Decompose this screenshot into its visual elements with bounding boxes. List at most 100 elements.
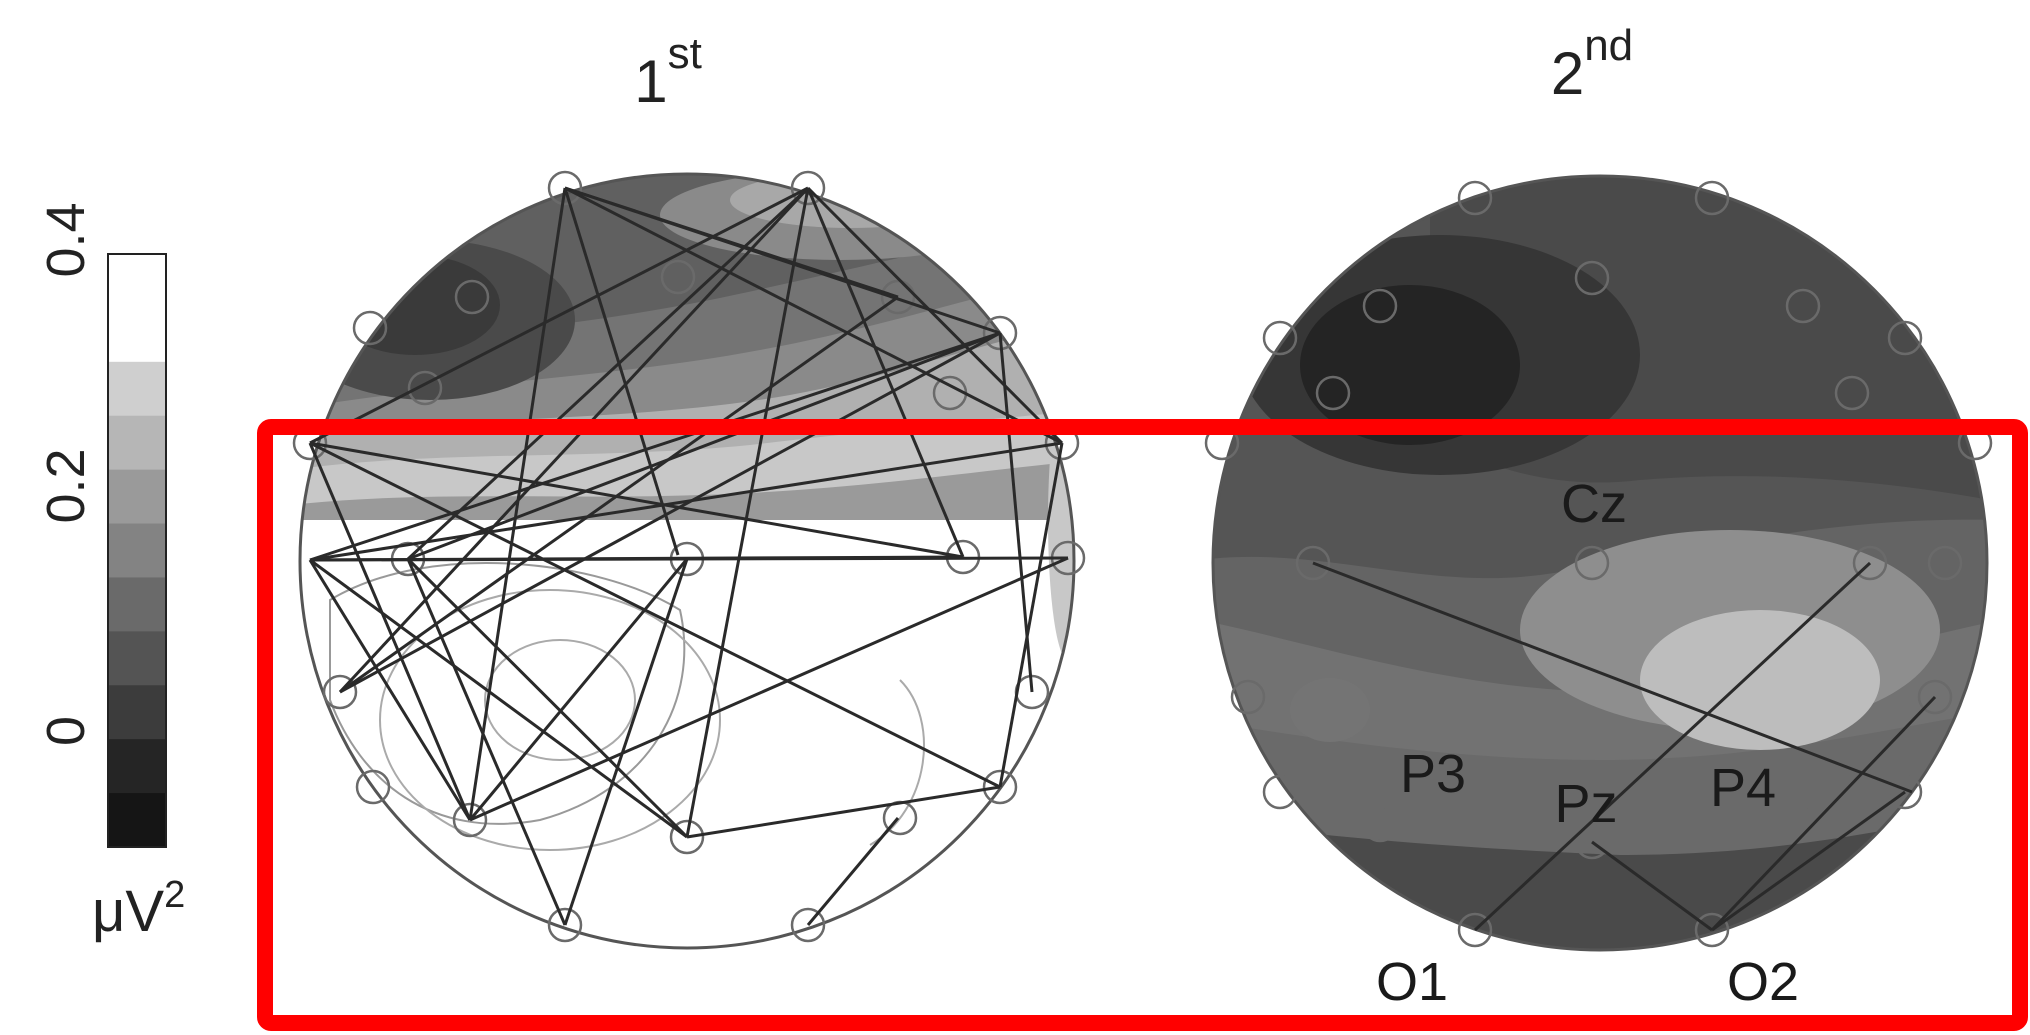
map-title-main: 1 [634,48,667,115]
electrode-marker [669,819,705,855]
colorbar-frame [107,253,167,848]
colorbar-band [108,523,166,578]
electrode-label-o2: O2 [1727,952,1799,1012]
electrode-marker [407,370,443,406]
electrode-marker [1887,774,1923,810]
connectivity-lines-second [1312,561,1937,932]
map-title-first: 1st [634,29,702,115]
electrode-label-p4: P4 [1710,758,1776,818]
map-title-superscript: nd [1584,21,1633,70]
connectivity-line [407,331,1001,561]
electrode-marker [355,769,391,805]
colorbar-band [108,307,166,363]
connectivity-line [339,331,1001,694]
connectivity-line [563,187,680,556]
colorbar-unit: μV2 [92,874,185,944]
map-title-superscript: st [668,29,702,78]
electrode-marker [1785,807,1821,843]
electrode-marker [1574,260,1610,296]
electrode-marker [547,907,583,943]
colorbar-band [108,415,166,471]
connectivity-line [309,441,1001,789]
connectivity-line [686,785,1001,839]
connectivity-line [309,556,1069,562]
map-title-main: 2 [1551,40,1584,107]
connectivity-line [406,186,810,561]
colorbar-band [108,361,166,417]
connectivity-line [806,187,965,558]
connectivity-line [309,331,1001,562]
electrode-label-cz: Cz [1561,474,1627,534]
connectivity-line [309,558,688,839]
colorbar-band [108,739,166,794]
electrode-marker [1315,375,1351,411]
connectivity-line [806,186,1064,445]
electrode-marker [660,259,696,295]
colorbar-band [108,577,166,632]
electrode-marker [1362,807,1398,843]
map-title-second: 2nd [1551,21,1633,107]
topomap-first: 1st [292,29,1086,950]
colorbar-tick-label: 0 [36,716,96,746]
electrode-marker [1262,774,1298,810]
electrode-marker [1927,545,1963,581]
electrode-marker [547,170,583,206]
colorbar-band [108,793,166,848]
connectivity-line [685,187,810,838]
connectivity-line [1591,840,1713,932]
electrode-marker [452,802,488,838]
electrode-marker [1362,288,1398,324]
electrode-label-p3: P3 [1400,744,1466,804]
connectivity-line [308,442,472,821]
connectivity-line [998,442,1064,788]
colorbar: 0.4 0.2 0 μV2 [36,202,185,944]
colorbar-unit-exponent: 2 [164,874,185,916]
electrode-marker [790,170,826,206]
connectivity-line [1473,561,1872,932]
connectivity-line [1312,561,1913,794]
connectivity-line [806,817,900,926]
electrode-marker [1457,180,1493,216]
electrode-marker [1574,824,1610,860]
colorbar-band [108,469,166,525]
connectivity-line [309,441,964,559]
electrode-marker [880,279,916,315]
electrode-marker [1917,679,1953,715]
electrode-marker [352,310,388,346]
colorbar-tick-label: 0.2 [36,448,96,523]
highlight-box [257,419,2028,1031]
connectivity-line [468,558,689,821]
connectivity-line [468,187,567,821]
connectivity-line [406,557,689,839]
topomap-second: 2nd Cz P3 Pz P4 O1 O2 [1204,21,1993,1012]
electrode-marker [1457,912,1493,948]
electrode-marker [1887,320,1923,356]
electrode-label-pz: Pz [1554,774,1617,834]
connectivity-line [308,559,472,821]
colorbar-tick-label: 0.4 [36,202,96,277]
electrode-label-o1: O1 [1376,952,1448,1012]
colorbar-band [108,631,166,686]
electrode-marker [1852,545,1888,581]
connectivity-line [406,558,567,926]
electrode-marker [1694,912,1730,948]
connectivity-line [1711,790,1906,932]
connectivity-line [339,295,899,694]
connectivity-lines-first [308,186,1069,926]
electrode-marker [1694,180,1730,216]
electrode-marker [1834,375,1870,411]
connectivity-line [338,186,810,694]
electrode-marker [1295,545,1331,581]
connectivity-line [309,441,1063,562]
electrode-marker [322,674,358,710]
electrode-marker [790,907,826,943]
colorbar-unit-base: μV [92,879,164,944]
electrode-marker [982,769,1018,805]
colorbar-band [108,254,166,309]
connectivity-line [564,186,1063,445]
electrode-marker [454,279,490,315]
electrode-markers-second [1204,180,1993,948]
colorbar-bands [108,254,166,848]
connectivity-line [309,186,809,445]
